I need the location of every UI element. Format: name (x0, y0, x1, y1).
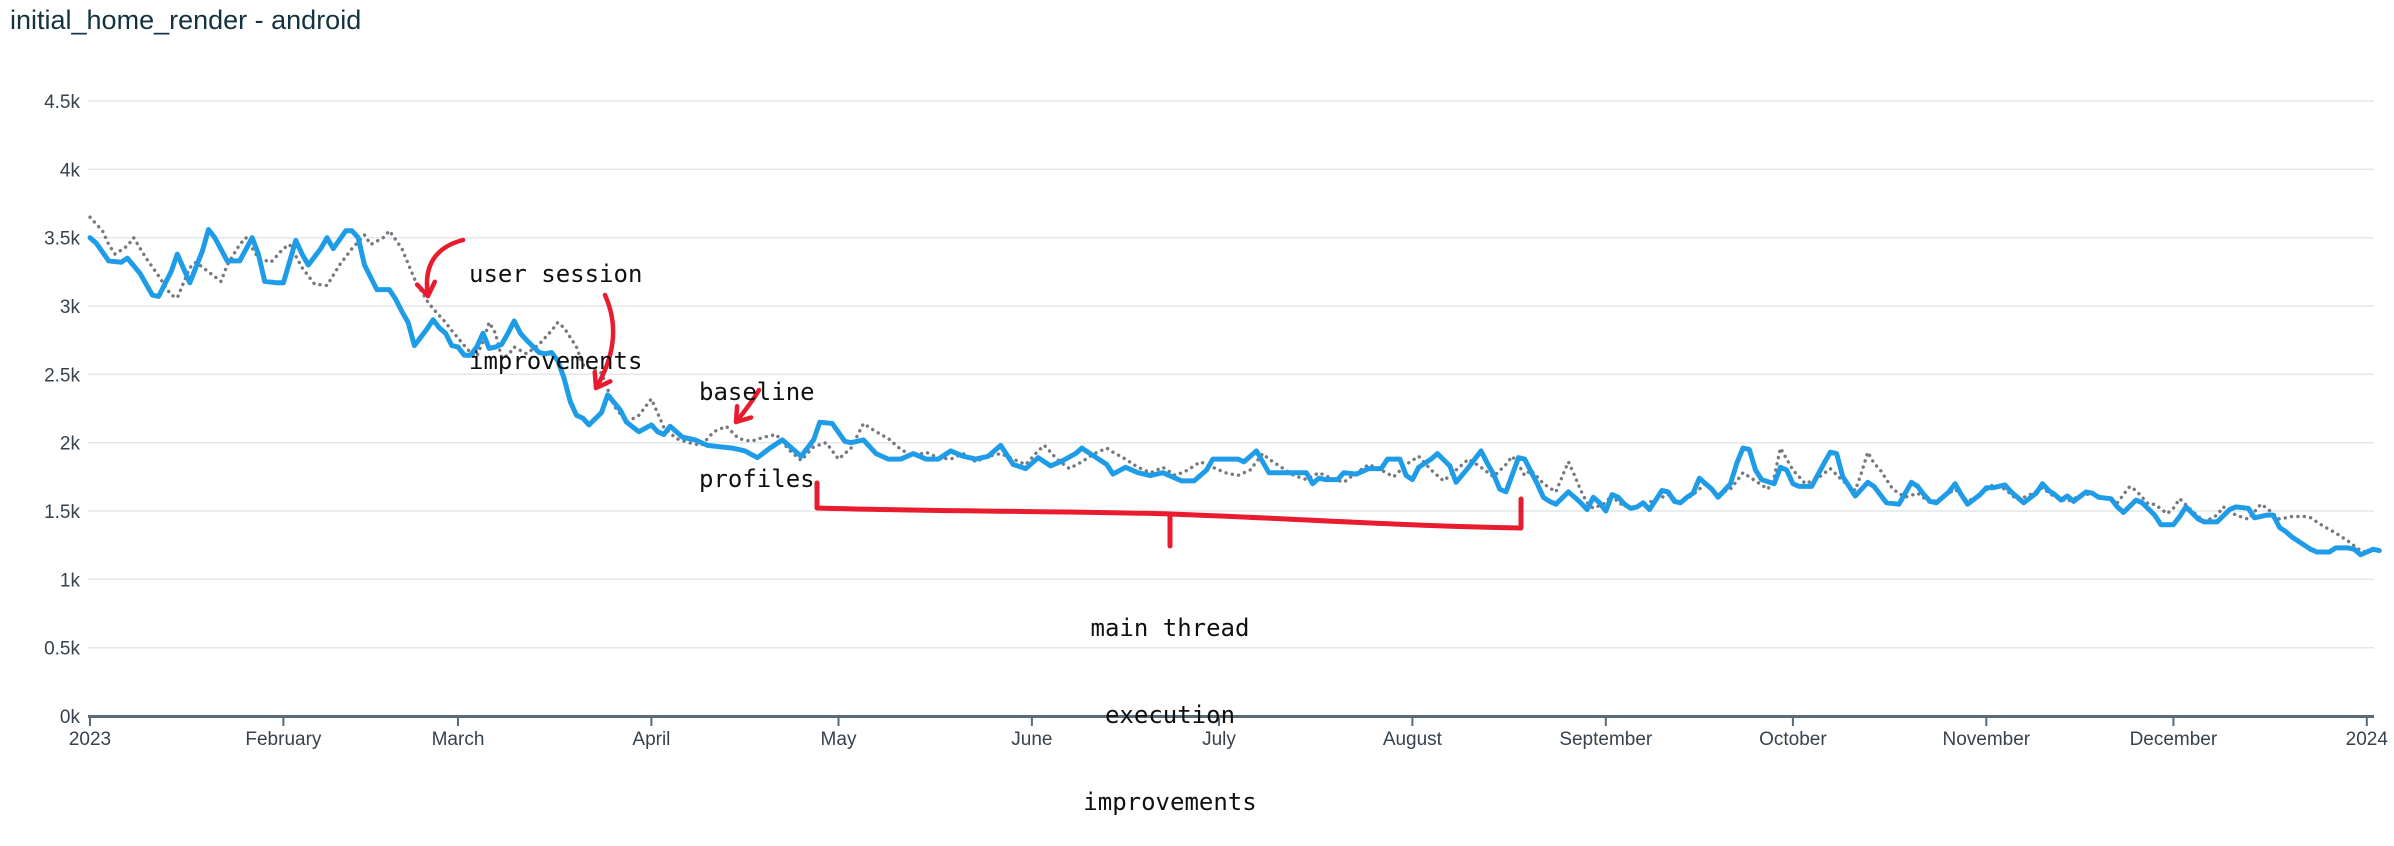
user-session-arrow-1 (414, 237, 466, 299)
annotation-line: execution (1104, 701, 1236, 729)
chart-title: initial_home_render - android (10, 5, 362, 35)
plot-area: 0k 0.5k 1k 1.5k 2k 2.5k 3k 3.5k 4k 4.5k 2023 Februa… (44, 92, 2388, 750)
x-tick-label: May (821, 729, 857, 750)
x-tick-label: December (2130, 729, 2218, 750)
x-tick-label: August (1383, 729, 1443, 750)
y-tick-label: 1k (60, 570, 81, 591)
y-tick-label: 1.5k (44, 502, 80, 523)
chart-page: { "title": "initial_home_render - androi… (10, 5, 2389, 816)
y-tick-label: 4.5k (44, 92, 80, 113)
y-tick-label: 2.5k (44, 365, 80, 386)
dotted-comparison-line (88, 215, 2381, 554)
baseline-profiles-arrow (733, 387, 762, 425)
x-tick-label: June (1011, 729, 1052, 750)
annotation-line: profiles (699, 465, 815, 493)
x-tick-label: February (245, 729, 322, 750)
x-tick-label: October (1759, 729, 1827, 750)
x-tick-label: November (1942, 729, 2030, 750)
y-tick-label: 0k (60, 707, 81, 728)
x-tick-label: July (1202, 729, 1236, 750)
x-tick-label: April (632, 729, 670, 750)
line-chart: 0k 0.5k 1k 1.5k 2k 2.5k 3k 3.5k 4k 4.5k 2023 Februa… (44, 92, 2388, 750)
annotation-line: user session (469, 260, 643, 288)
annotation-line: improvements (1083, 788, 1257, 816)
annotation-arrows (414, 237, 1524, 549)
annotation-line: main thread (1090, 614, 1250, 642)
user-session-arrow-2 (592, 292, 616, 391)
x-tick-label: 2024 (2346, 729, 2389, 750)
y-tick-label: 2k (60, 434, 81, 455)
annotation-line: improvements (469, 347, 643, 375)
annotation-user-session: user session improvements (469, 202, 642, 405)
annotation-baseline-profiles: baseline profiles (699, 320, 815, 523)
y-tick-label: 3k (60, 297, 81, 318)
x-tick-label: March (432, 729, 485, 750)
annotation-main-thread: main thread execution improvements (1010, 556, 1330, 846)
y-tick-label: 4k (60, 160, 81, 181)
solid-current-line (87, 227, 2382, 558)
annotation-line: baseline (699, 378, 815, 406)
y-tick-label: 3.5k (44, 229, 80, 250)
x-tick-label: 2023 (69, 729, 111, 750)
y-tick-label: 0.5k (44, 639, 80, 660)
x-tick-label: September (1559, 729, 1653, 750)
